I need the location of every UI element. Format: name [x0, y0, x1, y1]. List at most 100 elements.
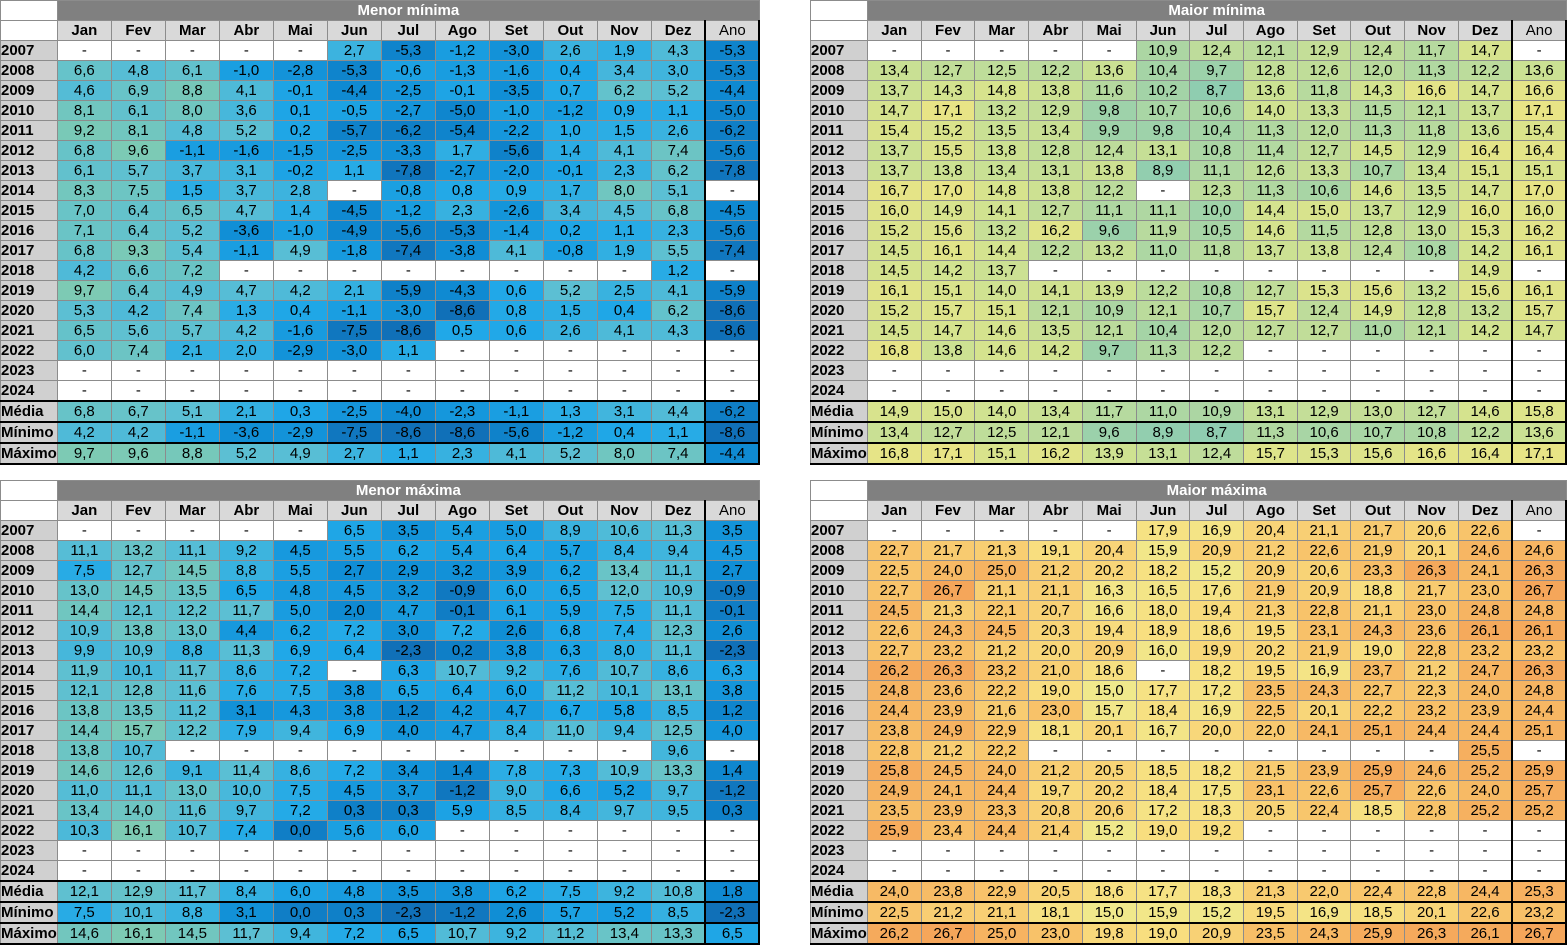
value-cell: 21,2: [920, 901, 976, 924]
value-cell: 1,3: [218, 300, 274, 321]
value-cell: 13,1: [1028, 160, 1083, 181]
value-cell: 5,2: [596, 901, 652, 924]
value-cell: 16,1: [1511, 280, 1567, 301]
value-cell: -: [974, 520, 1030, 541]
value-cell: 4,6: [56, 80, 112, 101]
year-row: 2013 13,7 13,8 13,4 13,1 13,8 8,9 11,1 12,6 13,3 1…: [810, 160, 1567, 181]
value-cell: 23,2: [1511, 901, 1567, 924]
value-cell: 12,1: [1028, 300, 1083, 321]
value-cell: -: [1189, 740, 1244, 761]
value-cell: 2,1: [326, 280, 382, 301]
value-cell: 25,9: [1350, 760, 1406, 781]
value-cell: 9,1: [164, 760, 220, 781]
year-label: 2024: [0, 860, 58, 882]
value-cell: -: [164, 40, 220, 61]
value-cell: 9,7: [1081, 340, 1137, 361]
value-cell: -: [596, 340, 652, 361]
year-row: 2012 22,6 24,3 24,5 20,3 19,4 18,9 18,6 19,5 23,1…: [810, 620, 1567, 641]
value-cell: 23,3: [974, 800, 1030, 821]
column-header: Abr: [1028, 20, 1083, 41]
value-cell: 5,4: [434, 540, 490, 561]
value-cell: 24,5: [920, 760, 976, 781]
value-cell: -: [1135, 660, 1191, 681]
value-cell: 3,2: [434, 560, 490, 581]
value-cell: 21,4: [1028, 820, 1083, 841]
value-cell: 13,7: [1350, 200, 1406, 221]
stat-label: Mínimo: [0, 421, 58, 444]
value-cell: 8,7: [1189, 421, 1244, 444]
value-cell: 20,1: [1404, 901, 1459, 924]
year-label: 2010: [810, 580, 868, 601]
value-cell: 14,6: [974, 340, 1030, 361]
value-cell: -: [326, 260, 382, 281]
value-cell: 8,8: [164, 442, 220, 465]
value-cell: 20,0: [1028, 640, 1083, 661]
value-cell: 13,4: [1028, 120, 1083, 141]
value-cell: -: [488, 360, 544, 381]
value-cell: 8,0: [596, 180, 652, 201]
value-cell: 11,8: [1296, 80, 1352, 101]
value-cell: 26,2: [866, 660, 922, 681]
year-row: 2022 6,0 7,4 2,1 2,0 -2,9 -3,0 1,1- - - - - -: [0, 340, 761, 361]
value-cell: -2,3: [380, 640, 436, 661]
value-cell: -2,2: [488, 120, 544, 141]
value-cell: 10,7: [1189, 300, 1244, 321]
value-cell: 18,5: [1350, 901, 1406, 924]
value-cell: 12,7: [1243, 280, 1298, 301]
value-cell: 11,0: [1135, 400, 1191, 423]
column-header: Jun: [326, 20, 382, 41]
value-cell: 26,7: [920, 922, 976, 945]
value-cell: -: [164, 840, 220, 861]
value-cell: 6,8: [542, 620, 598, 641]
stat-row: Média 14,9 15,0 14,0 13,4 11,7 11,0 10,9 13,1 12,…: [810, 400, 1567, 423]
value-cell: -: [1350, 840, 1406, 861]
value-cell: 3,8: [326, 700, 382, 721]
value-cell: 13,5: [1404, 180, 1459, 201]
value-cell: -0,1: [272, 80, 328, 101]
value-cell: 16,6: [1081, 600, 1137, 621]
value-cell: 20,1: [1081, 720, 1137, 741]
year-row: 2011 9,2 8,1 4,8 5,2 0,2 -5,7 -6,2 -5,4 -2,2 1,0 1,…: [0, 120, 761, 141]
value-cell: 5,4: [164, 240, 220, 261]
year-row: 2016 13,8 13,5 11,2 3,1 4,3 3,8 1,2 4,2 4,7 6,7 5,8…: [0, 700, 761, 721]
value-cell: 21,2: [1404, 660, 1459, 681]
value-cell: -: [974, 360, 1030, 381]
value-cell: 16,1: [1511, 240, 1567, 261]
column-header: Ano: [704, 20, 761, 41]
value-cell: 1,7: [542, 180, 598, 201]
value-cell: -: [920, 360, 976, 381]
value-cell: -: [1350, 860, 1406, 882]
value-cell: -8,6: [704, 421, 761, 444]
value-cell: -1,1: [164, 140, 220, 161]
value-cell: 22,2: [974, 740, 1030, 761]
value-cell: 26,1: [1511, 620, 1567, 641]
value-cell: 3,1: [218, 160, 274, 181]
value-cell: 9,7: [1189, 60, 1244, 81]
value-cell: 23,0: [1404, 600, 1459, 621]
value-cell: 1,4: [434, 760, 490, 781]
value-cell: 15,4: [866, 120, 922, 141]
value-cell: 6,7: [110, 400, 166, 423]
value-cell: -1,0: [488, 100, 544, 121]
year-label: 2021: [810, 800, 868, 821]
value-cell: 11,0: [1135, 240, 1191, 261]
value-cell: -: [704, 860, 761, 882]
value-cell: 21,2: [920, 740, 976, 761]
value-cell: 14,2: [1457, 320, 1513, 341]
value-cell: 18,3: [1189, 800, 1244, 821]
year-label: 2019: [810, 760, 868, 781]
value-cell: 0,3: [326, 800, 382, 821]
value-cell: 18,8: [1350, 580, 1406, 601]
stat-label: Média: [0, 880, 58, 903]
value-cell: 24,8: [866, 680, 922, 701]
value-cell: 13,4: [596, 560, 652, 581]
value-cell: -: [1511, 820, 1567, 841]
value-cell: 23,5: [1243, 680, 1298, 701]
value-cell: 3,8: [488, 640, 544, 661]
value-cell: 24,0: [1457, 780, 1513, 801]
value-cell: 8,3: [56, 180, 112, 201]
stat-row: Mínimo 4,2 4,2 -1,1 -3,6 -2,9 -7,5 -8,6 -8,6 -5,6…: [0, 421, 761, 444]
value-cell: 24,8: [1511, 600, 1567, 621]
value-cell: -: [1081, 380, 1137, 402]
value-cell: -: [542, 740, 598, 761]
